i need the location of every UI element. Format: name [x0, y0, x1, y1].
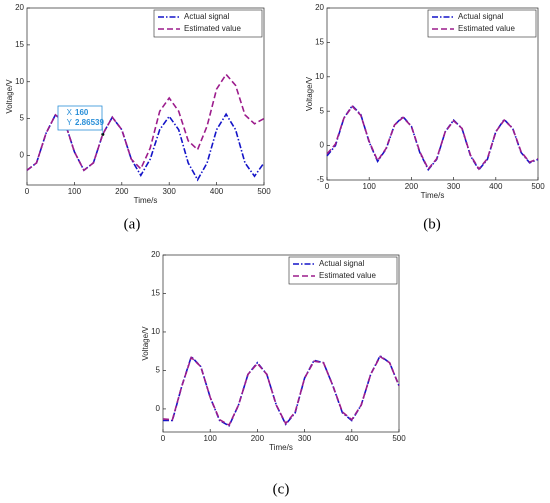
datatip-y-value: 2.86539	[75, 118, 104, 127]
x-axis-label: Time/s	[134, 196, 158, 205]
x-tick-label: 400	[210, 187, 224, 196]
y-tick-label: 0	[20, 151, 25, 160]
y-tick-label: 20	[151, 250, 160, 259]
y-tick-label: 15	[315, 38, 324, 47]
y-tick-label: 5	[320, 106, 325, 115]
legend-box	[153, 9, 263, 38]
x-tick-label: 300	[298, 434, 312, 443]
legend-label: Actual signal	[319, 259, 365, 268]
x-tick-label: 200	[115, 187, 129, 196]
x-tick-label: 400	[489, 182, 503, 191]
y-axis-label: Voltage/V	[5, 79, 14, 114]
y-axis-label: Voltage/V	[141, 326, 150, 361]
plot-area	[162, 254, 400, 433]
y-tick-label: 10	[151, 327, 160, 336]
series-line	[326, 104, 539, 172]
x-tick-label: 0	[161, 434, 166, 443]
legend-label: Actual signal	[458, 12, 504, 21]
panel: 0 100 200 300 400 500 0 5 10 15 20 Time/s Voltage/V (…	[141, 250, 406, 497]
x-axis-label: Time/s	[269, 443, 293, 452]
series-line	[162, 355, 400, 427]
datatip-leader	[101, 117, 104, 135]
panel-label: (b)	[423, 216, 441, 232]
legend-label: Estimated value	[319, 271, 376, 280]
y-tick-label: 20	[15, 3, 24, 12]
panel: 0 100 200 300 400 500-505101520Time/sVoltage/…	[305, 3, 545, 232]
y-tick-label: 15	[151, 289, 160, 298]
x-tick-label: 100	[363, 182, 377, 191]
x-tick-label: 400	[345, 434, 359, 443]
legend-label: Estimated value	[458, 24, 515, 33]
x-axis-label: Time/s	[421, 191, 445, 200]
x-tick-label: 500	[392, 434, 406, 443]
y-tick-label: 10	[15, 77, 24, 86]
panel-label: (a)	[124, 216, 141, 232]
legend-box	[427, 9, 537, 38]
legend-box	[288, 256, 398, 285]
x-tick-label: 100	[68, 187, 82, 196]
series-line	[326, 105, 539, 171]
datatip-y-label: Y	[67, 118, 73, 127]
panel: 0 100 200 300 400 500 0 5 10 15 20 Time/s Voltage/V (…	[5, 3, 271, 232]
panel-label: (c)	[273, 481, 290, 497]
x-tick-label: 0	[325, 182, 330, 191]
x-tick-label: 200	[251, 434, 265, 443]
y-tick-label: -5	[317, 175, 325, 184]
y-tick-label: 15	[15, 40, 24, 49]
x-tick-label: 500	[257, 187, 271, 196]
y-tick-label: 0	[156, 404, 161, 413]
y-tick-label: 0	[320, 141, 325, 150]
x-tick-label: 300	[447, 182, 461, 191]
x-tick-label: 200	[405, 182, 419, 191]
y-tick-label: 20	[315, 3, 324, 12]
x-tick-label: 100	[204, 434, 218, 443]
x-tick-label: 300	[163, 187, 177, 196]
y-tick-label: 5	[20, 114, 25, 123]
x-tick-label: 0	[25, 187, 30, 196]
x-tick-label: 500	[531, 182, 545, 191]
datatip-box	[57, 105, 103, 131]
y-axis-label: Voltage/V	[305, 76, 314, 111]
legend-label: Estimated value	[184, 24, 241, 33]
series-line	[26, 73, 265, 172]
y-tick-label: 5	[156, 366, 161, 375]
datatip-x-label: X	[67, 108, 73, 117]
y-tick-label: 10	[315, 72, 324, 81]
datatip-x-value: 160	[75, 108, 89, 117]
legend-label: Actual signal	[184, 12, 230, 21]
plot-area	[26, 7, 265, 186]
